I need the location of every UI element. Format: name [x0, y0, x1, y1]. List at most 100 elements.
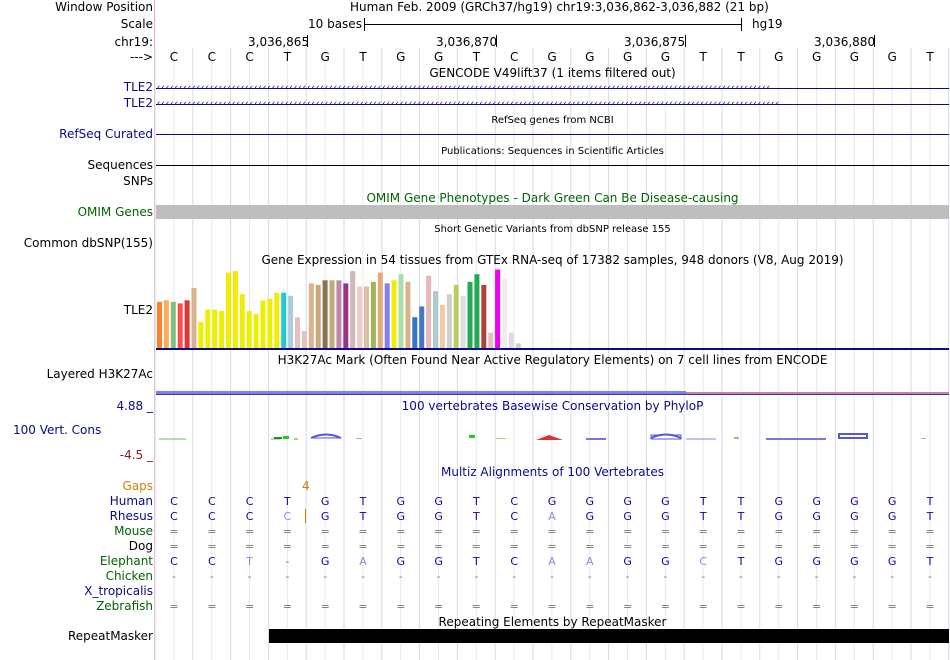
gtex-bar[interactable] — [288, 295, 294, 348]
h3k27ac-signal-pink[interactable] — [686, 392, 949, 394]
gtex-bar[interactable] — [301, 331, 307, 348]
alignment-base: C — [207, 555, 216, 568]
gtex-bar[interactable] — [460, 295, 466, 348]
omim-gene-bar[interactable] — [156, 205, 949, 219]
species-label[interactable]: Elephant — [99, 554, 153, 568]
gtex-bar[interactable] — [508, 332, 514, 348]
gtex-bar[interactable] — [377, 272, 383, 348]
gtex-bar[interactable] — [453, 284, 459, 348]
gtex-track-title[interactable]: Gene Expression in 54 tissues from GTEx … — [261, 253, 844, 267]
repeatmasker-track-title[interactable]: Repeating Elements by RepeatMasker — [438, 615, 667, 629]
gtex-bar[interactable] — [232, 271, 238, 348]
refseq-track-title[interactable]: RefSeq genes from NCBI — [491, 115, 614, 126]
gtex-bar[interactable] — [370, 281, 376, 348]
gtex-bar[interactable] — [350, 271, 356, 348]
publications-sequence-line[interactable] — [156, 165, 949, 166]
h3k27ac-track-title[interactable]: H3K27Ac Mark (Often Found Near Active Re… — [277, 353, 828, 367]
species-label[interactable]: Human — [109, 494, 153, 508]
gtex-bar[interactable] — [433, 291, 438, 348]
refseq-gene-line[interactable] — [156, 134, 949, 135]
gtex-bar[interactable] — [157, 301, 162, 348]
dbsnp-track-title[interactable]: Short Genetic Variants from dbSNP releas… — [434, 224, 671, 235]
gtex-bar[interactable] — [329, 280, 335, 348]
gtex-bar[interactable] — [446, 294, 452, 348]
gtex-bar[interactable] — [398, 274, 404, 348]
gtex-bar[interactable] — [177, 303, 183, 348]
gtex-bar[interactable] — [502, 278, 507, 348]
species-label[interactable]: X_tropicalis — [84, 584, 153, 598]
gencode-track-title[interactable]: GENCODE V49lift37 (1 items filtered out) — [429, 66, 676, 80]
gtex-bar[interactable] — [384, 283, 390, 348]
species-label[interactable]: Dog — [128, 539, 153, 553]
gtex-bar[interactable] — [308, 283, 314, 348]
gtex-bar[interactable] — [212, 309, 218, 348]
gtex-bar[interactable] — [322, 280, 328, 348]
gtex-bar[interactable] — [163, 300, 169, 348]
reference-base: G — [396, 50, 406, 64]
gtex-bar[interactable] — [391, 280, 397, 348]
gencode-transcript-line — [156, 104, 949, 105]
gtex-bar[interactable] — [412, 317, 418, 348]
omim-track-title[interactable]: OMIM Gene Phenotypes - Dark Green Can Be… — [366, 191, 739, 205]
species-label[interactable]: Rhesus — [109, 509, 153, 523]
alignment-base: - — [285, 555, 290, 568]
gtex-bar[interactable] — [295, 317, 300, 348]
gtex-bar[interactable] — [439, 304, 445, 348]
species-label[interactable]: Zebrafish — [96, 599, 153, 613]
gtex-bar[interactable] — [170, 301, 176, 348]
gtex-bar[interactable] — [239, 294, 245, 348]
alignment-base: T — [284, 495, 291, 508]
gtex-bar[interactable] — [253, 314, 259, 348]
gtex-bar[interactable] — [205, 309, 211, 348]
gtex-bar[interactable] — [226, 272, 231, 348]
h3k27ac-track-label[interactable]: Layered H3K27Ac — [46, 367, 153, 381]
alignment-base: C — [245, 495, 254, 508]
gtex-bar[interactable] — [357, 286, 363, 348]
gtex-bar[interactable] — [405, 281, 411, 348]
gtex-bar[interactable] — [246, 311, 252, 348]
species-label[interactable]: Mouse — [114, 524, 153, 538]
gtex-bar[interactable] — [191, 288, 197, 348]
phylop-track-label[interactable]: 100 Vert. Cons — [13, 423, 102, 437]
gtex-bar-chart[interactable] — [156, 266, 556, 348]
gtex-bar[interactable] — [467, 281, 473, 348]
gtex-bar[interactable] — [315, 284, 321, 348]
gtex-bar[interactable] — [260, 300, 266, 348]
gtex-bar[interactable] — [488, 332, 494, 348]
gtex-bar[interactable] — [481, 284, 487, 348]
alignment-base: G — [661, 555, 670, 568]
gtex-bar[interactable] — [474, 274, 480, 348]
gtex-bar[interactable] — [198, 321, 204, 348]
gtex-bar[interactable] — [267, 298, 273, 348]
repeatmasker-track-label[interactable]: RepeatMasker — [67, 629, 153, 643]
gtex-bar[interactable] — [343, 283, 349, 348]
gtex-bar[interactable] — [219, 311, 225, 348]
gencode-track-label[interactable]: TLE2 — [123, 80, 153, 94]
gtex-bar[interactable] — [364, 286, 369, 348]
publications-track-title[interactable]: Publications: Sequences in Scientific Ar… — [441, 146, 664, 157]
snps-track-label[interactable]: SNPs — [123, 174, 153, 188]
gtex-bar[interactable] — [274, 292, 280, 348]
gtex-bar[interactable] — [419, 306, 425, 348]
gtex-bar[interactable] — [515, 343, 521, 348]
gtex-bar[interactable] — [426, 275, 432, 348]
gtex-bar[interactable] — [336, 280, 342, 348]
alignment-base: = — [585, 540, 595, 553]
gtex-bar[interactable] — [281, 292, 287, 348]
gtex-bar[interactable] — [184, 300, 190, 348]
publications-track-label[interactable]: Sequences — [87, 158, 153, 172]
repeat-element-bar[interactable] — [269, 629, 949, 643]
gtex-bar[interactable] — [495, 269, 501, 348]
alignment-base: = — [396, 600, 406, 613]
gencode-track-label[interactable]: TLE2 — [123, 96, 153, 110]
dbsnp-track-label[interactable]: Common dbSNP(155) — [23, 236, 153, 250]
multiz-track-title[interactable]: Multiz Alignments of 100 Vertebrates — [440, 465, 665, 479]
gtex-track-label[interactable]: TLE2 — [123, 303, 153, 317]
h3k27ac-signal-blue[interactable] — [156, 391, 686, 394]
phylop-signal[interactable] — [156, 430, 949, 445]
omim-track-label[interactable]: OMIM Genes — [77, 205, 153, 219]
refseq-track-label[interactable]: RefSeq Curated — [59, 127, 153, 141]
species-label[interactable]: Chicken — [105, 569, 153, 583]
phylop-track-title[interactable]: 100 vertebrates Basewise Conservation by… — [401, 399, 704, 413]
alignment-base: G — [887, 555, 897, 568]
